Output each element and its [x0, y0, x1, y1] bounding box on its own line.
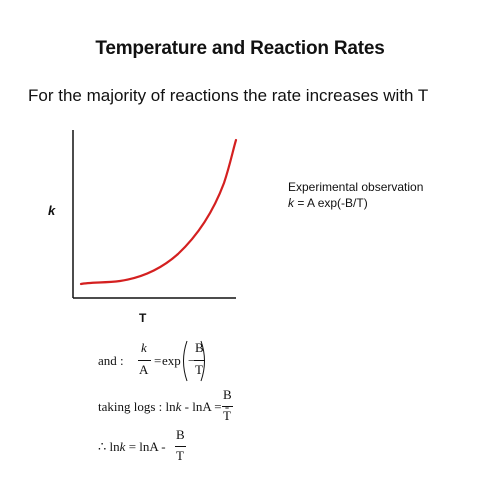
slide-title: Temperature and Reaction Rates: [95, 38, 385, 59]
observation-k: k: [288, 196, 294, 210]
eq2-k: k: [175, 399, 182, 414]
eq1-equals: =: [154, 353, 162, 368]
eq2-prefix: taking logs : lnk - lnA = -: [98, 399, 229, 415]
eq2-fraction-bar: [222, 406, 233, 407]
eq1-right-paren: [200, 340, 205, 382]
experimental-observation: Experimental observation k = A exp(-B/T): [288, 179, 423, 211]
y-axis-label: k: [48, 203, 56, 218]
eq3-k: k: [119, 439, 126, 454]
eq1-exp: exp: [162, 353, 181, 368]
eq3-rest: = lnA -: [125, 439, 166, 454]
eq2-numerator-B: B: [223, 387, 232, 402]
eq1-prefix: and :: [98, 353, 124, 368]
equation-taking-logs: taking logs : lnk - lnA = - B T: [98, 387, 248, 425]
equation-ratio: and : k A = exp − B T: [98, 340, 208, 382]
rate-curve: [79, 138, 238, 286]
eq2-prefix-text: taking logs : ln: [98, 399, 176, 414]
eq1-numerator-B: B: [195, 340, 204, 355]
eq1-left-paren: [183, 340, 188, 382]
therefore-symbol: ∴: [98, 439, 107, 454]
observation-equation: k = A exp(-B/T): [288, 195, 423, 211]
eq1-fraction-bar: [138, 360, 151, 361]
x-axis-label: T: [139, 311, 147, 325]
eq3-fraction-bar: [175, 446, 186, 447]
eq3-text: ∴ lnk = lnA -: [98, 439, 166, 455]
eq1-numerator-k: k: [141, 340, 147, 355]
rate-temperature-graph: [72, 130, 238, 299]
eq3-denominator-T: T: [176, 448, 184, 463]
intro-text: For the majority of reactions the rate i…: [28, 86, 429, 105]
eq1-denominator-T: T: [195, 362, 203, 377]
observation-formula: = A exp(-B/T): [294, 196, 368, 210]
eq3-numerator-B: B: [176, 427, 185, 442]
eq2-middle: - lnA = -: [181, 399, 230, 414]
eq1-inner-fraction-bar: [194, 360, 205, 361]
eq2-denominator-T: T: [223, 408, 231, 423]
observation-heading: Experimental observation: [288, 180, 424, 194]
eq1-denominator-A: A: [139, 362, 149, 377]
equation-therefore: ∴ lnk = lnA - B T: [98, 427, 198, 467]
eq3-ln: ln: [106, 439, 120, 454]
eq1-minus: −: [188, 353, 196, 368]
